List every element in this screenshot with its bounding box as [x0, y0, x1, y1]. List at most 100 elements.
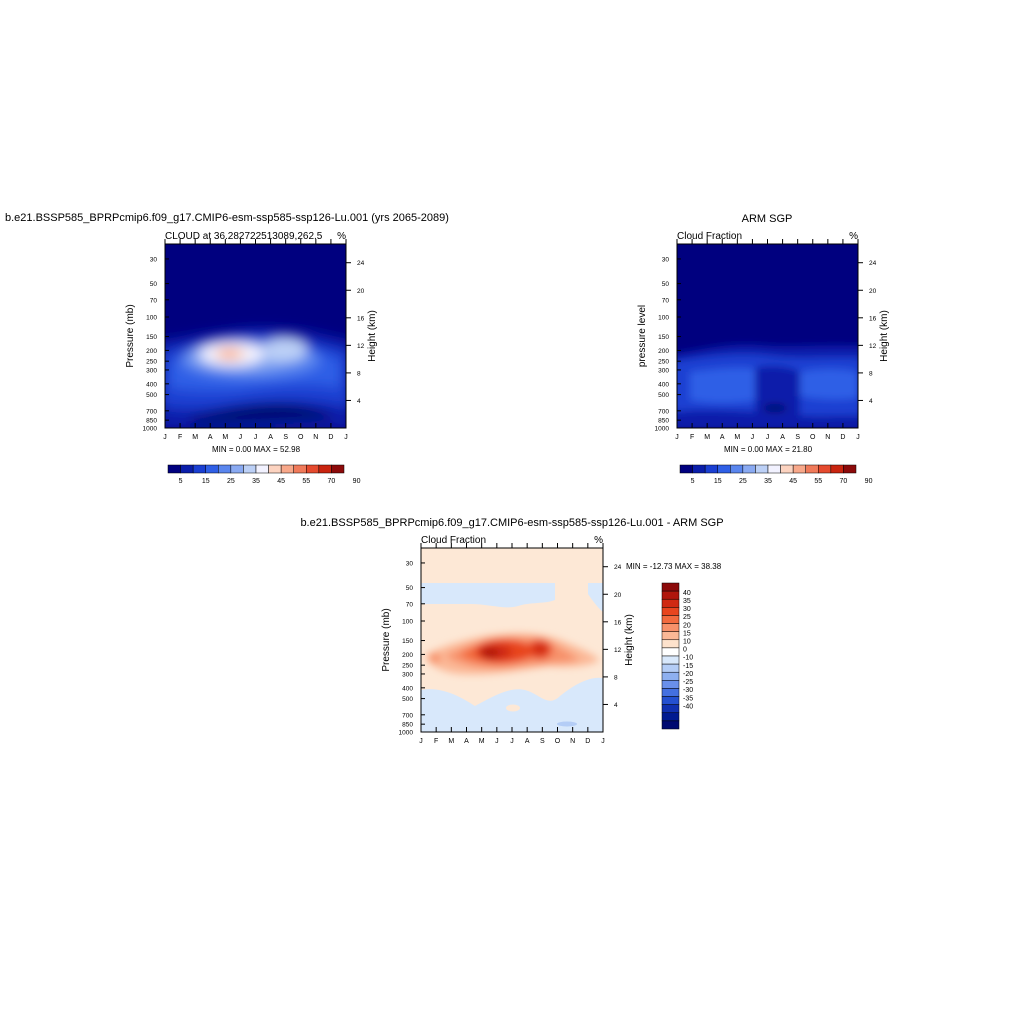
diff-ytick-right-label: 8 — [614, 674, 618, 681]
obs-ytick-right-label: 16 — [869, 315, 877, 322]
obs-stats: MIN = 0.00 MAX = 21.80 — [724, 445, 813, 454]
obs-colorbar: 5 15 25 35 45 55 70 90 — [679, 464, 873, 485]
colorbar-label: 35 — [764, 478, 772, 485]
colorbar-swatch — [730, 464, 744, 474]
model-xtick-label: S — [283, 434, 288, 441]
model-xtick-label: J — [344, 434, 348, 441]
diff-ylabel-right: Height (km) — [624, 614, 635, 666]
diff-ytick-label: 150 — [402, 638, 413, 645]
diff-xtick-label: M — [479, 738, 485, 745]
diff-xtick-label: S — [540, 738, 545, 745]
obs-xtick-label: J — [751, 434, 755, 441]
diff-colorbar-label: -25 — [683, 679, 693, 686]
obs-xtick-label: M — [704, 434, 710, 441]
panel-diff: b.e21.BSSP585_BPRPcmip6.f09_g17.CMIP6-es… — [300, 517, 723, 745]
colorbar-swatch — [218, 464, 232, 474]
obs-ytick-label: 70 — [662, 297, 670, 304]
colorbar-label: 55 — [302, 478, 310, 485]
colorbar-swatch — [280, 464, 294, 474]
diff-ytick-label: 70 — [406, 601, 414, 608]
diff-colorbar-swatch — [661, 671, 680, 681]
diff-colorbar-label: 0 — [683, 647, 687, 654]
diff-xtick-label: O — [555, 738, 561, 745]
diff-colorbar-label: 30 — [683, 606, 691, 613]
obs-xtick-label: S — [795, 434, 800, 441]
diff-colorbar-swatch — [661, 582, 680, 592]
diff-colorbar-label: 20 — [683, 622, 691, 629]
diff-xtick-label: J — [510, 738, 514, 745]
model-ytick-label: 150 — [146, 334, 157, 341]
model-xtick-label: J — [239, 434, 243, 441]
colorbar-label: 45 — [277, 478, 285, 485]
model-ytick-label: 30 — [150, 256, 158, 263]
colorbar-swatch — [780, 464, 794, 474]
diff-xtick-label: N — [570, 738, 575, 745]
diff-colorbar-swatch — [661, 696, 680, 705]
diff-colorbar-swatch — [661, 704, 680, 714]
diff-ytick-right-label: 16 — [614, 619, 622, 626]
diff-ytick-label: 500 — [402, 696, 413, 703]
obs-ytick-label: 1000 — [655, 426, 670, 433]
model-ytick-label: 700 — [146, 408, 157, 415]
colorbar-swatch — [243, 464, 257, 474]
diff-colorbar-swatch — [661, 712, 680, 722]
colorbar-label: 25 — [227, 478, 235, 485]
diff-colorbar-swatch — [661, 647, 680, 657]
colorbar-swatch — [167, 464, 181, 474]
obs-suptitle: ARM SGP — [742, 213, 793, 225]
diff-ytick-right-label: 20 — [614, 592, 622, 599]
diff-ytick-label: 100 — [402, 618, 413, 625]
diff-xtick-label: D — [585, 738, 590, 745]
panel-obs: ARM SGP Cloud Fraction % J F M A M J J A S O N D J 3… — [637, 213, 890, 485]
diff-ylabel: Pressure (mb) — [381, 608, 392, 671]
colorbar-label: 5 — [691, 478, 695, 485]
model-ytick-label: 70 — [150, 297, 158, 304]
colorbar-swatch — [843, 464, 857, 474]
diff-colorbar-label: 40 — [683, 590, 691, 597]
obs-ytick-label: 500 — [658, 392, 669, 399]
obs-xtick-label: D — [840, 434, 845, 441]
colorbar-swatch — [192, 464, 206, 474]
diff-colorbar-label: -15 — [683, 663, 693, 670]
diff-xtick-label: J — [419, 738, 423, 745]
model-ytick-label: 250 — [146, 359, 157, 366]
colorbar-label: 90 — [353, 478, 361, 485]
obs-ytick-right-label: 20 — [869, 288, 877, 295]
diff-colorbar-label: -10 — [683, 655, 693, 662]
diff-stats: MIN = -12.73 MAX = 38.38 — [626, 562, 722, 571]
diff-ytick-right-label: 24 — [614, 564, 622, 571]
diff-colorbar-label: 35 — [683, 598, 691, 605]
obs-ytick-label: 700 — [658, 408, 669, 415]
model-xtick-label: O — [298, 434, 304, 441]
diff-colorbar-swatch — [661, 590, 680, 600]
model-xtick-label: F — [178, 434, 182, 441]
obs-ytick-label: 250 — [658, 359, 669, 366]
colorbar-swatch — [692, 464, 706, 474]
obs-ytick-label: 200 — [658, 348, 669, 355]
diff-colorbar-label: 15 — [683, 630, 691, 637]
model-ylabel-right: Height (km) — [367, 310, 378, 362]
diff-colorbar-label: -20 — [683, 671, 693, 678]
model-contour-field — [165, 244, 346, 428]
colorbar-swatch — [293, 464, 307, 474]
model-xtick-label: J — [163, 434, 167, 441]
diff-colorbar-label: -35 — [683, 695, 693, 702]
diff-ytick-right-label: 12 — [614, 647, 622, 654]
obs-contour-field — [677, 244, 858, 428]
diff-ytick-label: 50 — [406, 585, 414, 592]
model-ytick-label: 100 — [146, 314, 157, 321]
diff-suptitle: b.e21.BSSP585_BPRPcmip6.f09_g17.CMIP6-es… — [300, 517, 723, 529]
colorbar-swatch — [306, 464, 320, 474]
diff-ytick-label: 30 — [406, 560, 414, 567]
model-xtick-label: M — [222, 434, 228, 441]
diff-ytick-label: 850 — [402, 722, 413, 729]
diff-y-axis-right: 24 20 16 12 8 4 — [603, 564, 622, 709]
diff-colorbar-swatch — [661, 639, 680, 649]
model-colorbar: 5 15 25 35 45 55 70 90 — [167, 464, 361, 485]
